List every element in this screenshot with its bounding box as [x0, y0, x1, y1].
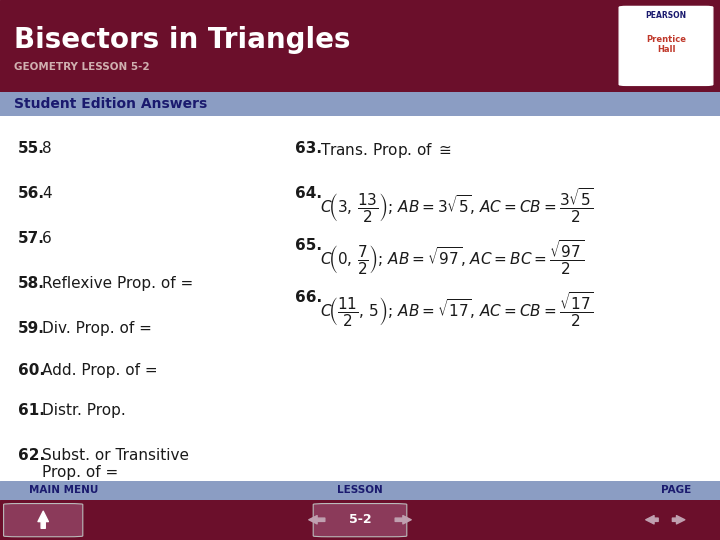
Text: GEOMETRY LESSON 5-2: GEOMETRY LESSON 5-2	[14, 63, 150, 72]
Text: 58.: 58.	[18, 276, 45, 291]
Text: Trans. Prop. of $\cong$: Trans. Prop. of $\cong$	[320, 141, 452, 160]
Text: 8: 8	[42, 141, 52, 156]
FancyBboxPatch shape	[619, 6, 713, 85]
Text: Distr. Prop.: Distr. Prop.	[42, 403, 126, 418]
Text: 4: 4	[42, 186, 52, 201]
Text: 5-2: 5-2	[348, 513, 372, 526]
Text: 59.: 59.	[18, 321, 45, 336]
Text: 64.: 64.	[295, 186, 322, 201]
Text: 61.: 61.	[18, 403, 45, 418]
Text: 6: 6	[42, 231, 52, 246]
Text: MAIN MENU: MAIN MENU	[29, 485, 98, 495]
Text: Student Edition Answers: Student Edition Answers	[14, 97, 207, 111]
Text: $C\!\left(3,\,\dfrac{13}{2}\right)$; $AB = 3\sqrt{5}$, $AC = CB = \dfrac{3\sqrt{: $C\!\left(3,\,\dfrac{13}{2}\right)$; $AB…	[320, 186, 594, 225]
Text: Bisectors in Triangles: Bisectors in Triangles	[14, 26, 351, 53]
Text: Prentice
Hall: Prentice Hall	[646, 35, 686, 55]
Text: $C\!\left(0,\,\dfrac{7}{2}\right)$; $AB = \sqrt{97}$, $AC = BC = \dfrac{\sqrt{97: $C\!\left(0,\,\dfrac{7}{2}\right)$; $AB …	[320, 238, 584, 276]
Text: PEARSON: PEARSON	[645, 11, 687, 20]
Text: 60.: 60.	[18, 363, 45, 378]
Text: 62.: 62.	[18, 448, 45, 463]
FancyBboxPatch shape	[4, 503, 83, 537]
Text: Div. Prop. of =: Div. Prop. of =	[42, 321, 152, 336]
FancyBboxPatch shape	[313, 503, 407, 537]
Text: 65.: 65.	[295, 238, 322, 253]
Text: Add. Prop. of =: Add. Prop. of =	[42, 363, 158, 378]
Text: LESSON: LESSON	[337, 485, 383, 495]
Text: 56.: 56.	[18, 186, 45, 201]
Text: 66.: 66.	[295, 290, 322, 305]
Text: Reflexive Prop. of =: Reflexive Prop. of =	[42, 276, 193, 291]
Text: 63.: 63.	[295, 141, 322, 156]
Text: 57.: 57.	[18, 231, 45, 246]
Text: Subst. or Transitive
Prop. of =: Subst. or Transitive Prop. of =	[42, 448, 189, 480]
Text: $C\!\left(\dfrac{11}{2},\,5\right)$; $AB = \sqrt{17}$, $AC = CB = \dfrac{\sqrt{1: $C\!\left(\dfrac{11}{2},\,5\right)$; $AB…	[320, 290, 594, 328]
Text: PAGE: PAGE	[661, 485, 691, 495]
Text: 55.: 55.	[18, 141, 45, 156]
